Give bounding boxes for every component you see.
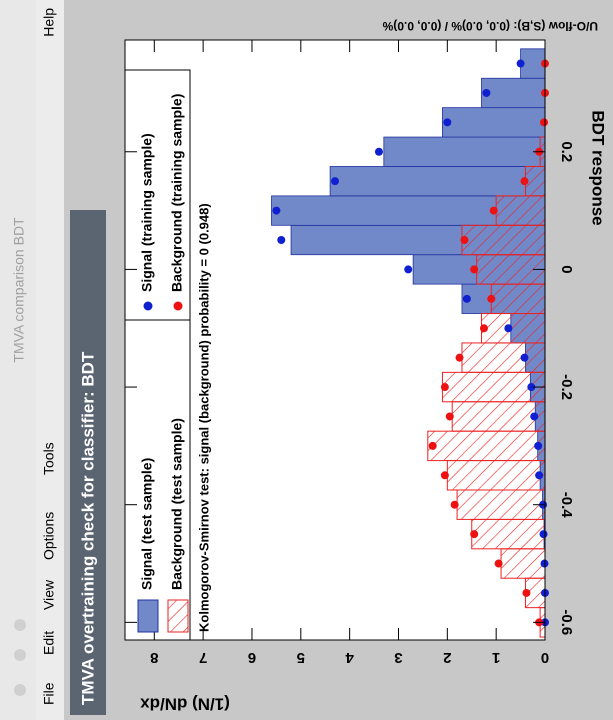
training-point bbox=[487, 294, 496, 303]
background-bar bbox=[461, 342, 546, 373]
window-button[interactable] bbox=[14, 649, 26, 661]
training-point bbox=[470, 265, 479, 274]
signal-bar bbox=[481, 77, 546, 109]
training-point bbox=[534, 441, 543, 450]
y-tick-label: 0 bbox=[541, 649, 549, 666]
y-tick-label: 4 bbox=[345, 649, 354, 666]
background-bar bbox=[461, 224, 546, 256]
training-point bbox=[504, 324, 513, 333]
training-point bbox=[440, 471, 449, 480]
x-tick-label: -0.4 bbox=[558, 492, 575, 519]
legend-training bbox=[124, 69, 191, 321]
legend-swatch bbox=[143, 301, 153, 311]
training-point bbox=[540, 118, 549, 127]
y-tick-label: 2 bbox=[443, 649, 451, 666]
legend-swatch bbox=[137, 599, 159, 633]
legend-swatch bbox=[173, 301, 183, 311]
menu-item[interactable]: Options bbox=[41, 512, 57, 560]
chart-title: TMVA overtraining check for classifier: … bbox=[78, 351, 97, 705]
plot-border bbox=[124, 39, 546, 641]
legend-label: Background (training sample) bbox=[169, 94, 185, 292]
x-tick-label: -0.2 bbox=[558, 374, 575, 400]
training-point bbox=[374, 147, 383, 156]
menu-item[interactable]: File bbox=[41, 682, 57, 705]
ks-annotation: Kolmogorov-Smirnov test: signal (backgro… bbox=[196, 203, 211, 632]
training-point bbox=[460, 236, 469, 244]
training-point bbox=[516, 59, 525, 68]
menu-item[interactable]: View bbox=[41, 579, 57, 610]
training-point bbox=[520, 177, 529, 186]
y-tick-label: 8 bbox=[150, 649, 158, 666]
training-point bbox=[331, 177, 339, 186]
training-point bbox=[470, 530, 479, 539]
plot bbox=[271, 48, 549, 638]
x-axis-title: BDT response bbox=[589, 110, 608, 225]
training-point bbox=[539, 530, 548, 539]
window-title: TMVA comparison BDT bbox=[11, 217, 27, 363]
background-bar bbox=[456, 489, 546, 520]
training-point bbox=[494, 559, 503, 568]
training-point bbox=[520, 353, 529, 362]
legend-label: Signal (test sample) bbox=[139, 458, 155, 590]
training-point bbox=[450, 500, 459, 509]
legend-label: Background (test sample) bbox=[169, 418, 185, 590]
signal-bar bbox=[383, 136, 546, 167]
background-bar bbox=[490, 283, 546, 315]
legend-swatch bbox=[167, 599, 189, 633]
background-bar bbox=[495, 195, 546, 226]
y-tick-label: 5 bbox=[297, 649, 305, 666]
y-tick-label: 1 bbox=[492, 649, 500, 666]
overflow-note: U/O-flow (S,B): (0.0, 0.0)% / (0.0, 0.0)… bbox=[382, 19, 598, 33]
menu-bar bbox=[36, 0, 64, 720]
training-point bbox=[462, 294, 471, 303]
training-point bbox=[530, 412, 539, 421]
x-tick-label: 0.2 bbox=[558, 141, 575, 162]
window-button[interactable] bbox=[14, 619, 26, 631]
y-tick-label: 6 bbox=[248, 649, 256, 666]
training-point bbox=[535, 471, 544, 480]
window-button[interactable] bbox=[14, 684, 26, 696]
background-bar bbox=[446, 460, 546, 491]
training-point bbox=[445, 412, 454, 421]
background-bar bbox=[427, 430, 546, 462]
title-bar bbox=[0, 0, 36, 720]
training-point bbox=[479, 324, 488, 333]
signal-bar bbox=[442, 107, 546, 138]
training-point bbox=[455, 353, 464, 362]
background-bar bbox=[481, 313, 546, 344]
y-tick-label: 3 bbox=[394, 649, 402, 666]
training-point bbox=[522, 588, 531, 597]
training-point bbox=[272, 206, 281, 215]
training-point bbox=[440, 383, 449, 392]
training-point bbox=[428, 441, 437, 450]
background-bar bbox=[471, 518, 546, 550]
training-point bbox=[443, 118, 452, 127]
title-box bbox=[70, 210, 106, 715]
legend-label: Signal (training sample) bbox=[139, 133, 155, 292]
x-tick-label: -0.6 bbox=[558, 609, 575, 635]
training-point bbox=[404, 265, 413, 274]
legend-test bbox=[124, 319, 191, 641]
training-point bbox=[277, 236, 286, 244]
background-bar bbox=[500, 548, 546, 579]
x-tick-label: 0 bbox=[558, 265, 575, 273]
signal-bar bbox=[329, 166, 546, 197]
y-tick-label: 7 bbox=[199, 649, 207, 666]
training-point bbox=[489, 206, 498, 215]
training-point bbox=[527, 383, 536, 392]
menu-item[interactable]: Edit bbox=[41, 631, 57, 655]
y-axis-title: (1/N) dN/dx bbox=[140, 695, 230, 714]
menu-item[interactable]: Help bbox=[41, 8, 57, 37]
training-point bbox=[482, 88, 491, 97]
menu-item[interactable]: Tools bbox=[41, 442, 57, 475]
